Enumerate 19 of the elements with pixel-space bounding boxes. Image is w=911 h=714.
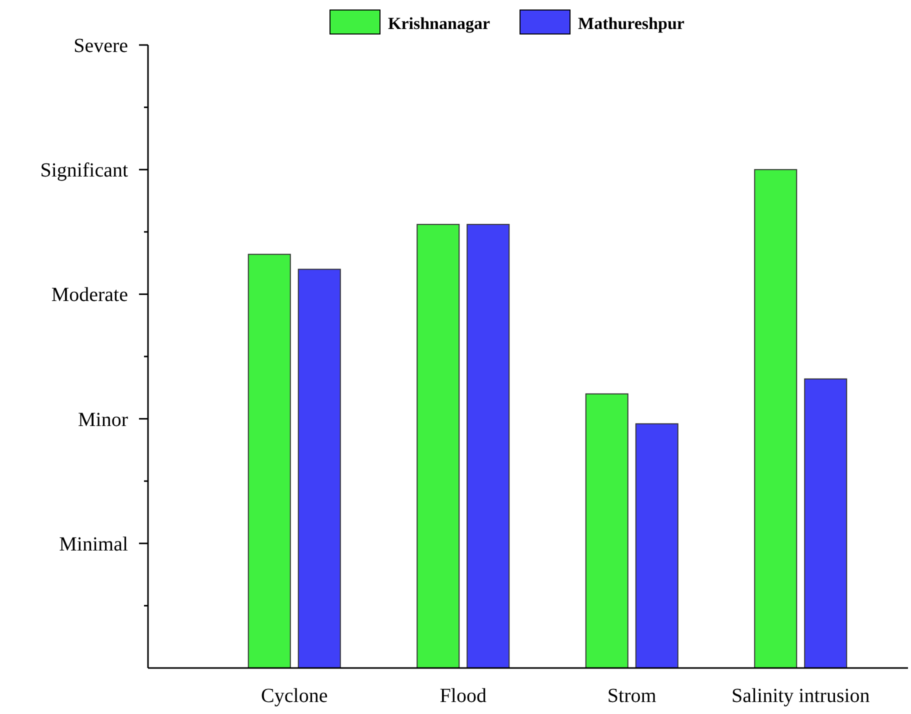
text: Moderate xyxy=(51,284,128,306)
bar xyxy=(248,254,291,668)
bar xyxy=(635,423,678,668)
x-tick-label: Flood xyxy=(440,685,486,708)
text: Minimal xyxy=(59,533,128,556)
text: Minor xyxy=(78,408,128,431)
legend-label: Krishnanagar xyxy=(388,14,490,33)
bar xyxy=(804,378,848,668)
bar xyxy=(298,268,341,668)
x-tick-label: Salinity intrusion xyxy=(731,685,870,708)
text: Severe xyxy=(74,35,128,57)
bar xyxy=(754,169,798,668)
bar xyxy=(466,224,510,668)
legend-label: Mathureshpur xyxy=(578,14,685,33)
bar xyxy=(416,224,460,668)
x-tick-label: Cyclone xyxy=(261,685,328,708)
bar xyxy=(585,393,628,668)
x-tick-label: Strom xyxy=(607,685,657,708)
text: Significant xyxy=(40,160,128,182)
